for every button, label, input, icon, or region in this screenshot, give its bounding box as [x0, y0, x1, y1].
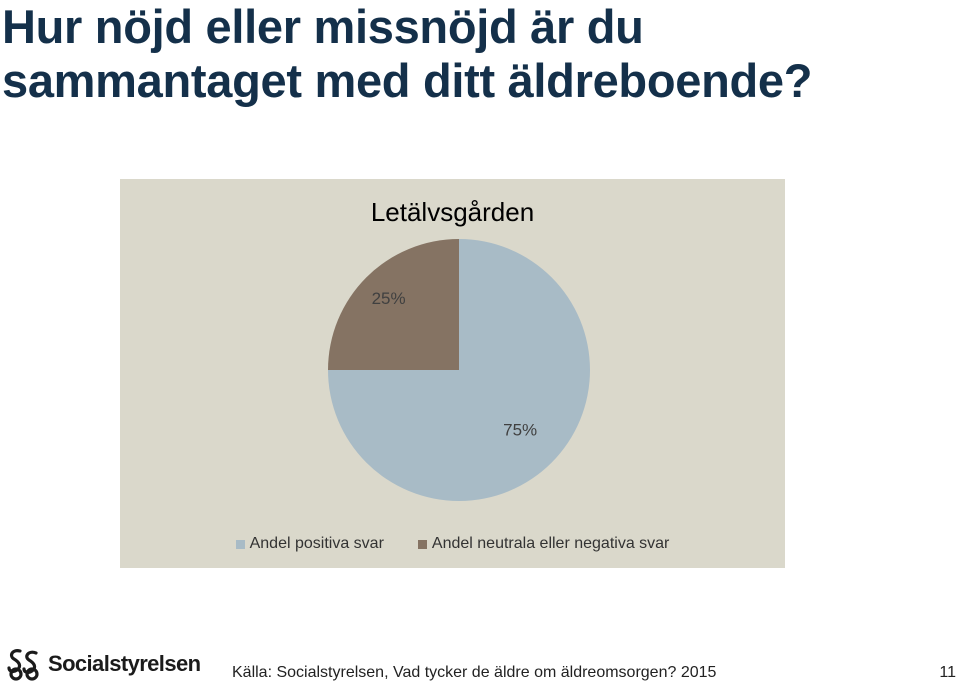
- socialstyrelsen-emblem-icon: [7, 649, 39, 681]
- slide-title-line-1: Hur nöjd eller missnöjd är du: [2, 0, 644, 53]
- chart-title: Letälvsgården: [370, 197, 535, 227]
- pie-chart: 75% 25% Letälvsgården Andel positiva svar…: [120, 179, 785, 568]
- socialstyrelsen-logo: Socialstyrelsen: [6, 646, 201, 682]
- pie-slice-neutral-negative: [328, 239, 459, 370]
- data-label-neutral-negative: 25%: [372, 289, 406, 308]
- legend-label-neutral-negative: Andel neutrala eller negativa svar: [431, 535, 670, 552]
- legend-item-neutral-negative: Andel neutrala eller negativa svar: [417, 535, 670, 553]
- slide-title-line-2: sammantaget med ditt äldreboende?: [2, 54, 813, 107]
- legend-swatch-neutral-negative: [417, 539, 427, 549]
- page-number: 11: [939, 664, 956, 681]
- chart-legend: Andel positiva svar Andel neutrala eller…: [120, 535, 785, 553]
- data-label-positive: 75%: [503, 421, 537, 440]
- source-note: Källa: Socialstyrelsen, Vad tycker de äl…: [232, 664, 717, 681]
- logo-text: Socialstyrelsen: [48, 651, 201, 676]
- legend-item-positive: Andel positiva svar: [235, 535, 384, 553]
- legend-swatch-positive: [235, 539, 245, 549]
- pie-chart-svg: 75% 25%: [328, 239, 590, 501]
- legend-label-positive: Andel positiva svar: [249, 535, 384, 552]
- slide-title: Hur nöjd eller missnöjd är du sammantage…: [2, 0, 902, 108]
